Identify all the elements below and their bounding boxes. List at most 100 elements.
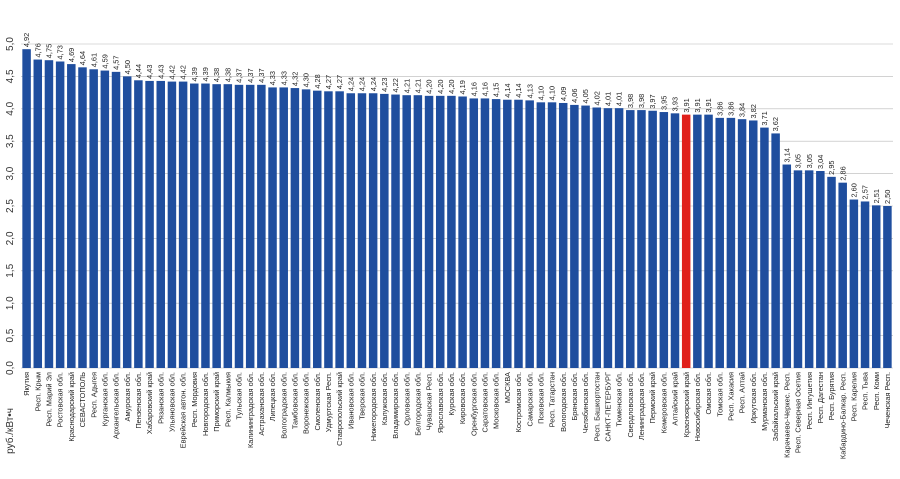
- bar: [458, 96, 467, 368]
- value-label: 4,21: [413, 79, 422, 93]
- value-label: 3,84: [738, 103, 747, 117]
- category-label: Чеченская Респ.: [883, 372, 892, 429]
- category-label: Респ. Калмыкия: [223, 372, 232, 427]
- category-label: Респ. Ингушетия: [805, 372, 814, 430]
- category-label: Красноярский край: [682, 372, 691, 437]
- category-label: Амурская обл.: [123, 372, 132, 421]
- bar: [201, 83, 210, 368]
- value-label: 4,73: [56, 45, 65, 59]
- category-label: Иркутская обл.: [749, 372, 758, 423]
- value-label: 4,39: [201, 67, 210, 81]
- y-tick-label: 0,0: [5, 361, 16, 375]
- bar: [290, 88, 300, 369]
- y-tick-label: 0,5: [5, 328, 16, 342]
- value-label: 4,14: [514, 83, 523, 97]
- value-label: 4,06: [570, 89, 579, 103]
- value-label: 4,13: [525, 84, 534, 98]
- value-label: 3,04: [816, 155, 825, 169]
- bar: [547, 102, 557, 368]
- value-label: 3,93: [671, 97, 680, 111]
- bar: [100, 70, 110, 369]
- category-label: Челябинская обл.: [581, 372, 590, 433]
- category-label: Владимирская обл.: [391, 372, 400, 439]
- value-label: 3,91: [704, 98, 713, 112]
- category-label: МОСКВА: [503, 372, 512, 403]
- bar: [368, 93, 378, 369]
- y-tick-label: 3,5: [5, 134, 16, 148]
- bar: [827, 176, 836, 368]
- category-label: Саратовская обл.: [481, 372, 490, 432]
- category-label: Ростовская обл.: [56, 372, 65, 427]
- value-label: 4,43: [145, 65, 154, 79]
- bar: [301, 89, 311, 369]
- value-label: 4,64: [78, 51, 87, 65]
- category-label: Респ. Карелия: [849, 372, 858, 421]
- category-label: Смоленская обл.: [313, 372, 322, 431]
- value-label: 4,02: [592, 91, 601, 105]
- category-label: Забайкальский край: [771, 372, 780, 441]
- value-label: 4,24: [346, 77, 355, 91]
- bar: [760, 127, 769, 368]
- y-tick-label: 4,0: [5, 101, 16, 115]
- category-label: Рязанская обл.: [156, 372, 165, 424]
- category-label: Пермский край: [648, 372, 657, 423]
- value-label: 3,82: [749, 104, 758, 118]
- value-label: 4,10: [548, 86, 557, 100]
- bar: [245, 84, 255, 368]
- category-label: Ленинградская обл.: [637, 372, 646, 440]
- bar: [33, 59, 43, 368]
- value-label: 3,86: [726, 101, 735, 115]
- bar: [190, 83, 199, 368]
- value-label: 3,71: [760, 111, 769, 125]
- value-label: 3,05: [805, 154, 814, 168]
- category-label: Архангельская обл.: [112, 372, 121, 439]
- category-label: Тульская обл.: [235, 372, 244, 419]
- category-label: Курганская обл.: [100, 372, 109, 426]
- bar: [279, 87, 288, 368]
- category-label: Карачаево-Черкес. Респ.: [782, 372, 791, 458]
- value-label: 4,37: [235, 68, 244, 82]
- y-tick-label: 1,0: [5, 296, 16, 310]
- bar: [122, 76, 132, 369]
- value-label: 4,05: [581, 89, 590, 103]
- bar: [22, 49, 31, 369]
- category-label: Свердловская обл.: [626, 372, 635, 438]
- category-label: Респ. Мордовия: [190, 372, 199, 427]
- category-label: Тамбовская обл.: [290, 372, 299, 429]
- category-label: Пензенская обл.: [134, 372, 143, 429]
- category-label: Самарская обл.: [525, 372, 534, 426]
- value-label: 3,86: [715, 101, 724, 115]
- category-label: Респ. Бурятия: [827, 372, 836, 420]
- bar: [816, 171, 825, 368]
- category-label: Хабаровский край: [145, 372, 154, 434]
- category-label: Новосибирская обл.: [693, 372, 702, 441]
- value-label: 4,43: [156, 65, 165, 79]
- category-label: Респ. Тыва: [861, 371, 870, 410]
- bar: [782, 164, 792, 368]
- value-label: 3,05: [794, 154, 803, 168]
- bar: [413, 95, 423, 368]
- bar: [55, 61, 65, 368]
- bar: [223, 84, 233, 369]
- y-tick-label: 2,0: [5, 231, 16, 245]
- value-label: 3,98: [637, 94, 646, 108]
- value-label: 4,27: [335, 75, 344, 89]
- value-label: 4,44: [134, 64, 143, 78]
- category-label: Ярославская обл.: [436, 372, 445, 433]
- category-label: Астраханская обл.: [257, 372, 266, 436]
- category-label: Респ. Крым: [33, 372, 42, 411]
- value-label: 4,32: [290, 72, 299, 86]
- category-label: Омская обл.: [704, 372, 713, 414]
- bar: [391, 94, 400, 368]
- bar: [771, 133, 780, 368]
- category-label: СЕВАСТОПОЛЬ: [78, 372, 87, 428]
- bar: [346, 93, 356, 369]
- bar: [78, 67, 87, 368]
- category-label: Приморский край: [212, 372, 221, 432]
- value-label: 4,30: [302, 73, 311, 87]
- bar: [648, 110, 657, 368]
- value-label: 4,28: [313, 74, 322, 88]
- category-label: Респ. Дагестан: [816, 372, 825, 423]
- y-axis-label: руб./кВт•ч: [4, 408, 16, 454]
